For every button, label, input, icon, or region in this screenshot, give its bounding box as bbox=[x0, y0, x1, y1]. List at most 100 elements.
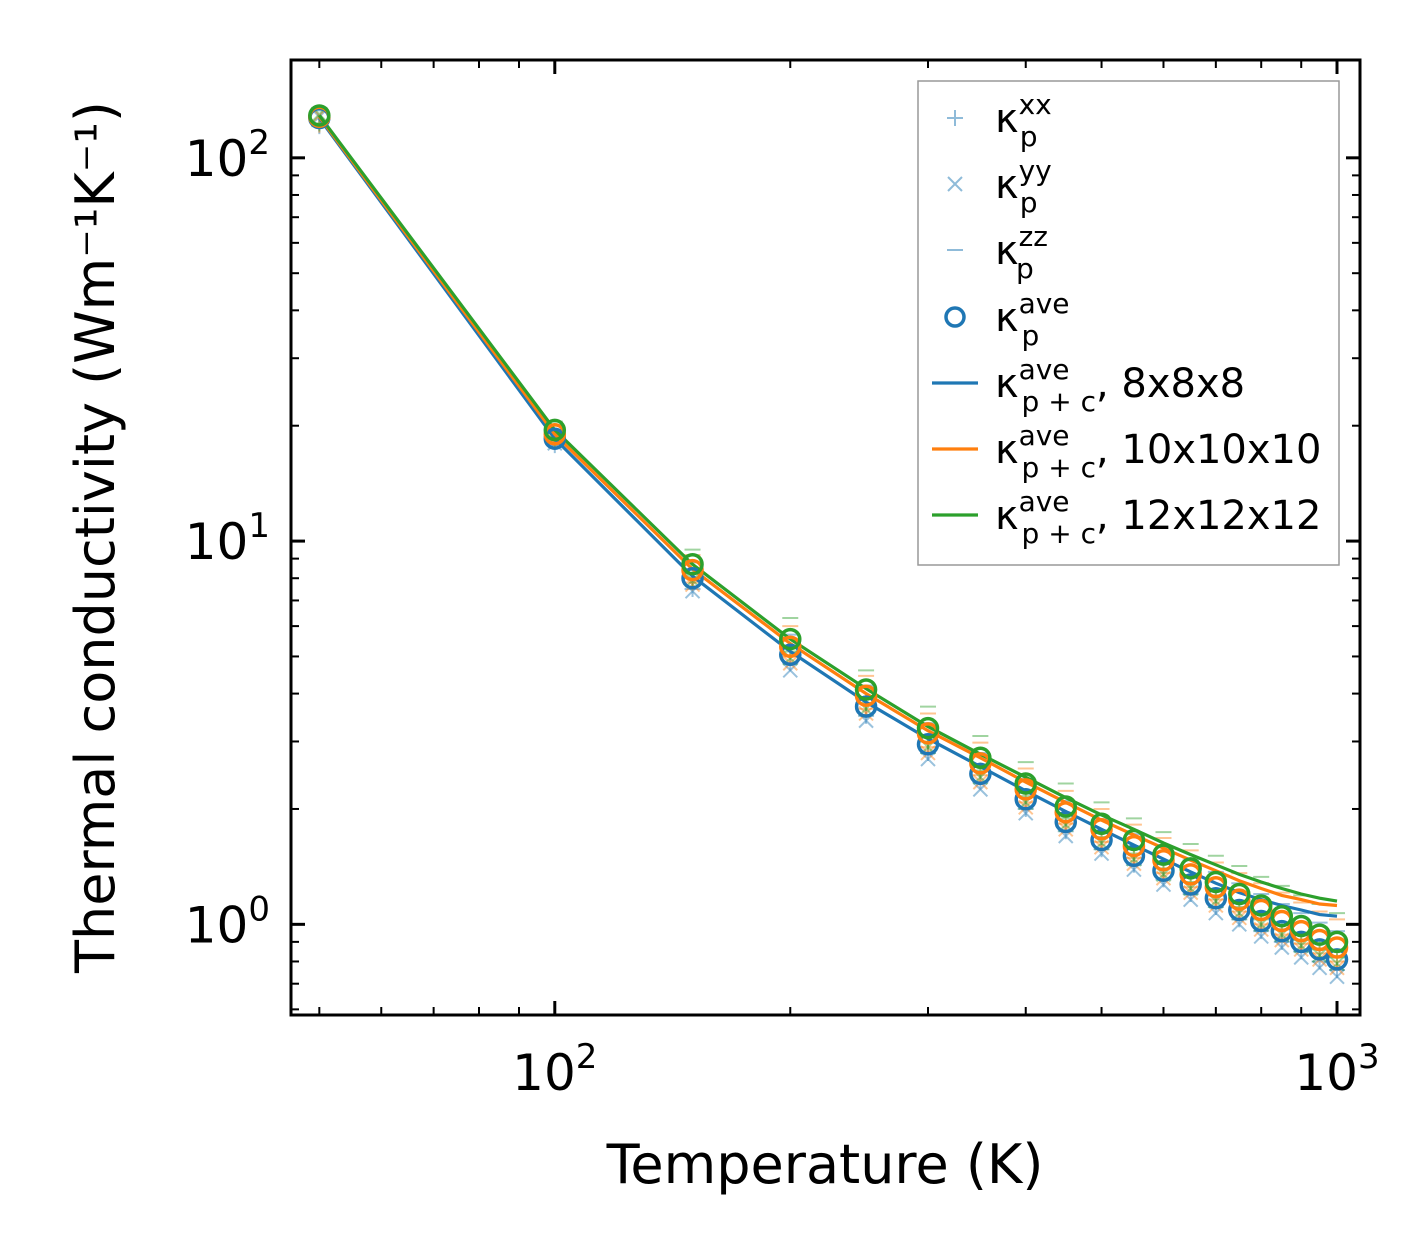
kave-marker-12x12x12-850 bbox=[1270, 904, 1294, 928]
kyy-marker-8x8x8-850 bbox=[1274, 939, 1290, 956]
kxx-marker-10x10x10-500 bbox=[1093, 833, 1110, 850]
x-tick-label-2: 102 bbox=[512, 1037, 597, 1102]
kave-marker-12x12x12-700 bbox=[1204, 870, 1228, 894]
y-tick-label-0: 100 bbox=[185, 889, 270, 954]
kyy-marker-8x8x8-950 bbox=[1311, 960, 1328, 976]
kave-marker-8x8x8-300 bbox=[916, 733, 940, 756]
kxx-marker-8x8x8-950 bbox=[1311, 953, 1328, 970]
kave-marker-12x12x12-600 bbox=[1152, 843, 1175, 866]
kave-marker-8x8x8-400 bbox=[1014, 788, 1037, 811]
kyy-marker-10x10x10-900 bbox=[1293, 941, 1309, 958]
legend-entry-4-part-2: p + c bbox=[1022, 385, 1096, 418]
kave-marker-10x10x10-200 bbox=[779, 635, 802, 659]
legend-entry-5-part-3: , 10x10x10 bbox=[1096, 427, 1321, 473]
kave-marker-12x12x12-500 bbox=[1090, 812, 1113, 835]
legend-entry-6-part-3: , 12x12x12 bbox=[1096, 493, 1321, 539]
legend-entry-1-cross-marker bbox=[947, 176, 963, 192]
legend-entry-1-part-0: κ bbox=[995, 162, 1019, 208]
kxx-marker-10x10x10-550 bbox=[1125, 849, 1142, 866]
legend-entry-4-part-1: ave bbox=[1019, 353, 1070, 386]
legend-entry-0-part-1: xx bbox=[1019, 88, 1052, 121]
kave-marker-12x12x12-50 bbox=[308, 104, 331, 127]
legend-entry-4-part-3: , 8x8x8 bbox=[1096, 361, 1245, 407]
kyy-marker-10x10x10-450 bbox=[1058, 821, 1074, 838]
kave-marker-10x10x10-250 bbox=[854, 684, 878, 707]
kyy-marker-10x10x10-250 bbox=[858, 705, 874, 722]
kave-marker-10x10x10-650 bbox=[1179, 863, 1202, 886]
y-tick-label-1-base: 10 bbox=[185, 513, 249, 571]
kave-marker-12x12x12-400 bbox=[1014, 772, 1037, 795]
plot-frame bbox=[289, 58, 1362, 1017]
y-tick-label-1: 101 bbox=[185, 506, 270, 571]
x-tick-label-2-exponent: 2 bbox=[576, 1037, 598, 1077]
kave-marker-8x8x8-350 bbox=[969, 762, 992, 786]
legend-entry-5-part-2: p + c bbox=[1022, 451, 1096, 484]
kyy-marker-12x12x12-950 bbox=[1311, 947, 1328, 964]
y-tick-label-1-exponent: 1 bbox=[248, 506, 270, 546]
y-axis-label: Thermal conductivity (Wm⁻¹K⁻¹) bbox=[64, 101, 127, 974]
kave-marker-12x12x12-150 bbox=[681, 553, 704, 576]
kpc-line-8x8x8 bbox=[318, 117, 1338, 918]
legend-entry-3-part-0: κ bbox=[995, 295, 1019, 341]
x-tick-label-3: 103 bbox=[1294, 1037, 1379, 1102]
legend-entry-4-part-0: κ bbox=[995, 361, 1019, 407]
kave-marker-8x8x8-750 bbox=[1228, 898, 1251, 922]
kave-marker-12x12x12-1000 bbox=[1325, 930, 1349, 954]
kave-marker-12x12x12-300 bbox=[916, 716, 940, 740]
kave-marker-8x8x8-150 bbox=[681, 566, 704, 590]
kyy-marker-10x10x10-700 bbox=[1208, 897, 1224, 914]
legend-entry-4-label: κave p + c, 8x8x8 bbox=[995, 353, 1245, 418]
kave-marker-8x8x8-650 bbox=[1179, 873, 1202, 896]
kxx-marker-10x10x10-700 bbox=[1207, 891, 1224, 908]
legend-entry-3-label: κave p bbox=[995, 287, 1070, 352]
kave-marker-12x12x12-550 bbox=[1122, 828, 1146, 852]
kyy-marker-8x8x8-1000 bbox=[1329, 969, 1345, 985]
legend-entry-6-part-0: κ bbox=[995, 493, 1019, 539]
kave-marker-12x12x12-650 bbox=[1179, 857, 1202, 880]
kyy-marker-10x10x10-500 bbox=[1093, 839, 1110, 855]
kave-marker-12x12x12-450 bbox=[1054, 795, 1078, 818]
legend-entry-2-part-0: κ bbox=[995, 228, 1019, 274]
kave-marker-8x8x8-500 bbox=[1090, 828, 1113, 852]
kave-marker-12x12x12-900 bbox=[1289, 914, 1313, 938]
legend-entry-0-part-0: κ bbox=[995, 96, 1019, 142]
kave-marker-8x8x8-250 bbox=[854, 695, 878, 718]
kyy-marker-8x8x8-800 bbox=[1253, 928, 1269, 945]
legend-entry-3-part-2: p bbox=[1022, 319, 1040, 352]
legend-entry-6-label: κave p + c, 12x12x12 bbox=[995, 485, 1321, 550]
x-tick-label-3-exponent: 3 bbox=[1358, 1037, 1380, 1077]
legend-entry-3-circle-marker bbox=[944, 306, 966, 328]
legend-entry-2-part-1: zz bbox=[1019, 220, 1048, 253]
kxx-marker-10x10x10-750 bbox=[1231, 903, 1248, 920]
y-tick-label-2-base: 10 bbox=[185, 130, 249, 188]
legend-entry-1-label: κyy p bbox=[995, 154, 1052, 219]
kave-marker-12x12x12-350 bbox=[969, 746, 992, 770]
x-tick-label-3-base: 10 bbox=[1294, 1044, 1358, 1102]
kyy-marker-8x8x8-350 bbox=[972, 781, 989, 798]
legend-entry-3-part-1: ave bbox=[1019, 287, 1070, 320]
x-tick-label-2-base: 10 bbox=[512, 1044, 576, 1102]
kpc-line-10x10x10 bbox=[318, 115, 1338, 908]
kyy-marker-10x10x10-600 bbox=[1155, 870, 1172, 886]
legend-entry-0-part-2: p bbox=[1020, 120, 1038, 153]
legend-box bbox=[917, 80, 1340, 566]
kyy-marker-8x8x8-200 bbox=[782, 662, 798, 679]
kave-marker-8x8x8-700 bbox=[1204, 886, 1228, 910]
kyy-marker-8x8x8-650 bbox=[1182, 891, 1199, 908]
kxx-marker-10x10x10-350 bbox=[972, 767, 989, 784]
y-tick-label-0-base: 10 bbox=[185, 896, 249, 954]
legend-entry-5-part-1: ave bbox=[1019, 419, 1070, 452]
kave-marker-10x10x10-550 bbox=[1122, 834, 1146, 858]
legend-entry-5-part-0: κ bbox=[995, 427, 1019, 473]
kave-marker-8x8x8-450 bbox=[1054, 810, 1078, 834]
kave-marker-8x8x8-200 bbox=[779, 643, 802, 667]
kyy-marker-8x8x8-900 bbox=[1293, 949, 1309, 966]
legend-entry-2-label: κzz p bbox=[995, 220, 1048, 285]
y-tick-label-2-exponent: 2 bbox=[248, 123, 270, 163]
kpc-line-12x12x12 bbox=[318, 114, 1338, 903]
data-layer bbox=[308, 104, 1349, 985]
kave-marker-8x8x8-550 bbox=[1122, 844, 1146, 867]
